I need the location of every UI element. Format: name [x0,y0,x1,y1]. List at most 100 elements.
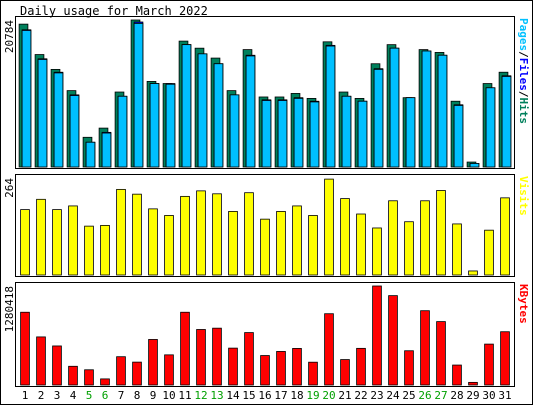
kbytes-bar-day-27 [436,321,446,386]
pages-bar-day-8 [133,23,144,168]
x-tick-label-day-11: 11 [178,389,191,402]
visits-bar-day-19 [308,215,318,276]
x-tick-label-day-9: 9 [150,389,157,402]
x-tick-label-day-12: 12 [194,389,207,402]
x-tick-label-day-3: 3 [54,389,61,402]
pages-bar-day-13 [213,63,224,168]
visits-bar-day-20 [324,178,334,276]
visits-bar-day-14 [228,211,238,276]
visits-bar-day-2 [36,198,46,276]
visits-bar-day-18 [292,205,302,276]
x-tick-label-day-20: 20 [322,389,335,402]
visits-bar-day-13 [212,193,222,276]
kbytes-bar-day-29 [468,381,478,386]
panel-3-ytick-label: 1280418 [3,286,16,332]
kbytes-bar-day-10 [164,354,174,386]
panel-2-legend: Visits [517,176,530,216]
x-tick-label-day-2: 2 [38,389,45,402]
x-tick-label-day-10: 10 [162,389,175,402]
panel-2-frame [15,174,515,277]
pages-bar-day-12 [197,53,208,168]
x-tick-label-day-17: 17 [274,389,287,402]
visits-bar-day-27 [436,190,446,276]
pages-bar-day-30 [485,87,496,168]
visits-bar-day-9 [148,208,158,276]
visits-bar-day-31 [500,197,510,276]
legend-entry-visits: Visits [517,176,530,216]
kbytes-bar-day-14 [228,347,238,386]
x-tick-label-day-23: 23 [370,389,383,402]
pages-bar-day-15 [245,55,256,168]
kbytes-bar-day-26 [420,310,430,386]
pages-bar-day-22 [357,100,368,168]
pages-bar-day-31 [501,76,512,168]
panel-3-frame [15,282,515,387]
visits-bar-day-26 [420,200,430,276]
pages-bar-day-2 [37,59,48,168]
x-tick-label-day-19: 19 [306,389,319,402]
visits-bar-day-11 [180,195,190,276]
x-tick-label-day-4: 4 [70,389,77,402]
visits-bar-day-16 [260,218,270,276]
hits-files-pages-panel: 20784 Pages/Files/Hits [3,16,530,169]
kbytes-bar-day-20 [324,313,334,386]
pages-bar-day-16 [261,100,272,168]
x-tick-label-day-25: 25 [402,389,415,402]
kbytes-bar-day-18 [292,348,302,386]
pages-bar-day-28 [453,105,464,168]
pages-bar-day-5 [85,141,96,168]
kbytes-bar-day-15 [244,332,254,386]
pages-bar-day-18 [293,97,304,168]
visits-panel: 264 Visits [3,174,530,277]
pages-bar-day-7 [117,95,128,168]
x-tick-label-day-7: 7 [118,389,125,402]
pages-bar-day-1 [21,30,32,168]
visits-bar-day-4 [68,205,78,276]
kbytes-bar-day-7 [116,356,126,386]
kbytes-bar-day-22 [356,347,366,386]
kbytes-bar-day-31 [500,331,510,386]
pages-bar-day-25 [405,97,416,168]
pages-bar-day-24 [389,47,400,168]
visits-bar-day-30 [484,229,494,276]
x-tick-label-day-21: 21 [338,389,351,402]
kbytes-bar-day-28 [452,364,462,386]
x-tick-label-day-30: 30 [482,389,495,402]
panel-1-ytick-label: 20784 [3,20,16,53]
kbytes-bar-day-23 [372,285,382,386]
visits-bar-day-23 [372,227,382,276]
kbytes-bar-day-17 [276,351,286,386]
pages-bar-day-27 [437,54,448,168]
kbytes-bar-day-24 [388,295,398,386]
x-tick-label-day-6: 6 [102,389,109,402]
pages-bar-day-9 [149,83,160,168]
legend-entry-pages: Pages [517,18,530,51]
legend-separator: / [517,91,530,98]
x-tick-label-day-8: 8 [134,389,141,402]
visits-bar-day-25 [404,221,414,276]
legend-entry-hits: Hits [517,98,530,125]
visits-bar-day-29 [468,270,478,276]
kbytes-bar-day-1 [20,311,30,386]
pages-bar-day-17 [277,100,288,168]
x-tick-label-day-27: 27 [434,389,447,402]
pages-bar-day-11 [181,44,192,168]
visits-bar-day-1 [20,209,30,276]
kbytes-bar-day-13 [212,327,222,386]
visits-bar-day-10 [164,215,174,276]
kbytes-bar-day-30 [484,343,494,386]
kbytes-bar-day-19 [308,361,318,386]
x-tick-label-day-1: 1 [22,389,29,402]
pages-bar-day-14 [229,94,240,168]
panel-1-legend: Pages/Files/Hits [517,18,530,124]
pages-bar-day-3 [53,72,64,168]
kbytes-bar-day-6 [100,378,110,386]
x-tick-label-day-18: 18 [290,389,303,402]
pages-bar-day-21 [341,95,352,168]
legend-entry-files: Files [517,58,530,91]
pages-bar-day-20 [325,45,336,168]
visits-bar-day-6 [100,224,110,276]
visits-bar-day-24 [388,200,398,276]
visits-bar-day-7 [116,188,126,276]
